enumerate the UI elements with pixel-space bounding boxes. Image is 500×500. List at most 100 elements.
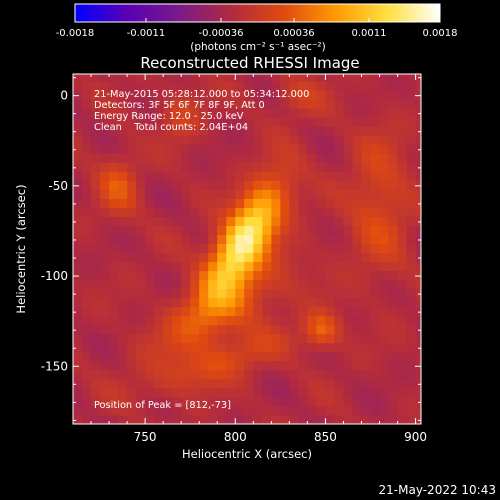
heatmap-cell (181, 216, 191, 226)
y-tick-label: -50 (48, 179, 68, 193)
heatmap-cell (235, 387, 245, 398)
heatmap-cell (298, 144, 308, 154)
heatmap-cell (271, 396, 281, 407)
heatmap-cell (253, 414, 263, 424)
heatmap-cell (370, 306, 380, 317)
heatmap-cell (190, 297, 200, 308)
colorbar-ticks: -0.0018 -0.0011 -0.00036 0.00036 0.0011 0.001… (56, 18, 458, 39)
heatmap-cell (82, 198, 92, 208)
heatmap-cell (73, 216, 83, 226)
heatmap-cell (172, 270, 182, 281)
heatmap-cell (109, 81, 119, 91)
heatmap-cell (388, 414, 398, 424)
heatmap-cell (118, 117, 128, 127)
heatmap-cell (325, 144, 335, 154)
heatmap-cell (145, 414, 155, 424)
heatmap-cell (271, 135, 281, 145)
heatmap-cell (307, 405, 317, 416)
heatmap-cell (298, 360, 308, 371)
heatmap-cell (226, 216, 236, 226)
heatmap-cell (190, 189, 200, 199)
heatmap-cell (370, 288, 380, 299)
heatmap-cell (136, 117, 146, 127)
heatmap-cell (307, 378, 317, 389)
heatmap-cell (235, 117, 245, 127)
heatmap-cell (289, 279, 299, 290)
heatmap-cell (361, 171, 371, 181)
heatmap-cell (118, 387, 128, 398)
heatmap-image (73, 74, 421, 424)
heatmap-cell (397, 180, 407, 190)
heatmap-cell (109, 162, 119, 172)
heatmap-cell (127, 81, 137, 91)
heatmap-cell (208, 306, 218, 317)
heatmap-cell (226, 387, 236, 398)
heatmap-cell (199, 189, 209, 199)
heatmap-cell (388, 99, 398, 109)
heatmap-cell (307, 369, 317, 380)
heatmap-cell (262, 396, 272, 407)
heatmap-cell (154, 414, 164, 424)
heatmap-cell (397, 279, 407, 290)
heatmap-cell (244, 126, 254, 136)
heatmap-cell (181, 279, 191, 290)
heatmap-cell (415, 324, 421, 335)
heatmap-cell (379, 162, 389, 172)
heatmap-cell (379, 279, 389, 290)
heatmap-cell (379, 90, 389, 100)
heatmap-cell (316, 198, 326, 208)
heatmap-cell (154, 315, 164, 326)
heatmap-cell (280, 99, 290, 109)
heatmap-cell (325, 270, 335, 281)
heatmap-cell (343, 180, 353, 190)
heatmap-cell (73, 108, 83, 118)
heatmap-cell (361, 297, 371, 308)
heatmap-cell (370, 207, 380, 217)
heatmap-cell (307, 252, 317, 263)
heatmap-cell (397, 351, 407, 362)
heatmap-cell (415, 126, 421, 136)
heatmap-cell (217, 117, 227, 127)
heatmap-cell (199, 234, 209, 244)
heatmap-cell (73, 288, 83, 299)
heatmap-cell (397, 261, 407, 272)
heatmap-cell (118, 126, 128, 136)
heatmap-cell (226, 81, 236, 91)
heatmap-cell (190, 387, 200, 398)
heatmap-cell (154, 261, 164, 272)
heatmap-cell (316, 90, 326, 100)
heatmap-cell (244, 414, 254, 424)
heatmap-cell (289, 108, 299, 118)
heatmap-cell (397, 126, 407, 136)
heatmap-cell (289, 180, 299, 190)
heatmap-cell (244, 378, 254, 389)
heatmap-cell (199, 369, 209, 380)
heatmap-cell (253, 405, 263, 416)
heatmap-cell (217, 189, 227, 199)
heatmap-cell (181, 324, 191, 335)
heatmap-cell (172, 198, 182, 208)
heatmap-cell (136, 288, 146, 299)
heatmap-cell (388, 162, 398, 172)
heatmap-cell (172, 162, 182, 172)
heatmap-cell (208, 74, 218, 82)
heatmap-cell (235, 162, 245, 172)
heatmap-cell (298, 162, 308, 172)
heatmap-cell (316, 315, 326, 326)
heatmap-cell (172, 108, 182, 118)
heatmap-cell (154, 360, 164, 371)
heatmap-cell (271, 99, 281, 109)
heatmap-cell (100, 333, 110, 344)
heatmap-cell (217, 153, 227, 163)
heatmap-cell (127, 189, 137, 199)
heatmap-cell (415, 162, 421, 172)
heatmap-cell (145, 162, 155, 172)
heatmap-cell (415, 153, 421, 163)
heatmap-cell (316, 333, 326, 344)
heatmap-cell (352, 378, 362, 389)
heatmap-cell (370, 351, 380, 362)
heatmap-cell (73, 162, 83, 172)
heatmap-cell (253, 189, 263, 199)
heatmap-cell (109, 243, 119, 254)
heatmap-cell (352, 279, 362, 290)
